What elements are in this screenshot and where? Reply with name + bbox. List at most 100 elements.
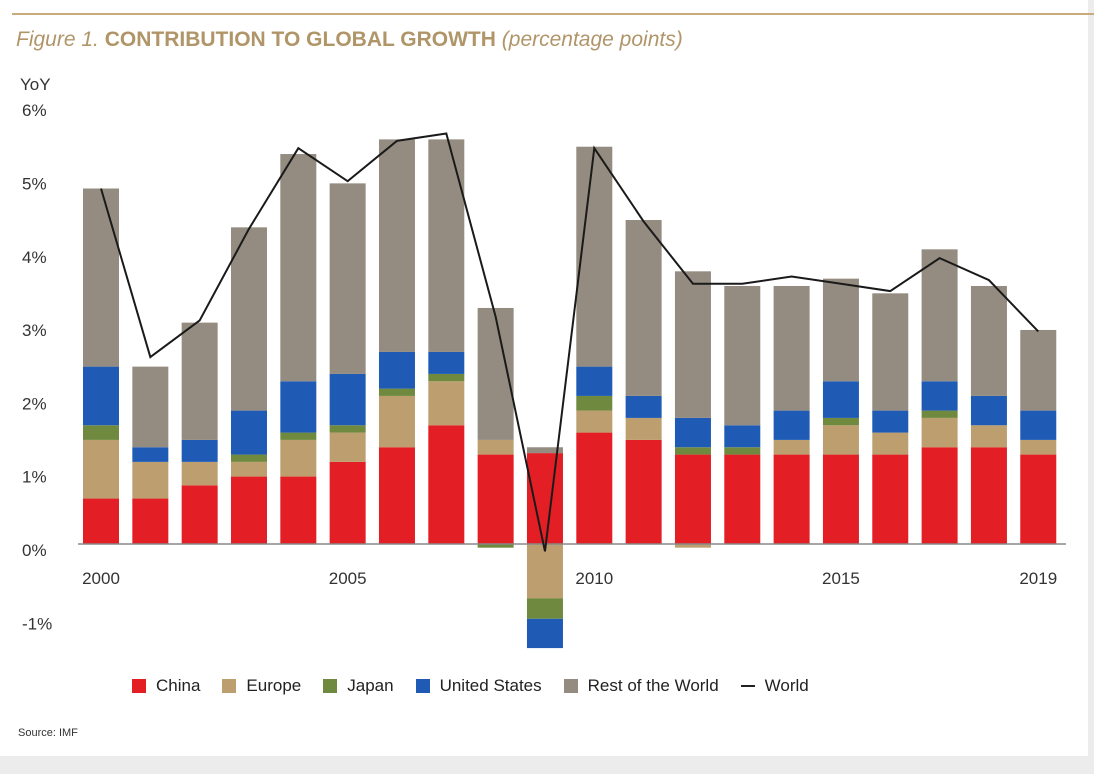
bar-segment-japan <box>329 425 366 433</box>
x-tick-label: 2000 <box>82 569 120 588</box>
legend-swatch <box>415 679 430 693</box>
bar-segment-europe <box>428 381 465 426</box>
legend-label: United States <box>439 676 542 695</box>
bar-segment-rest-of-the-world <box>724 285 761 426</box>
world-line <box>100 132 1039 552</box>
bar-segment-japan <box>576 395 613 411</box>
legend-line-icon <box>740 685 755 687</box>
bar-segment-rest-of-the-world <box>674 271 711 418</box>
bar-segment-united-states <box>378 351 415 389</box>
y-tick-label: 6% <box>22 101 47 120</box>
source-note: Source: IMF <box>18 727 78 739</box>
bar-segment-china <box>329 461 366 544</box>
legend-swatch <box>323 679 338 693</box>
bar-segment-united-states <box>970 395 1007 426</box>
bar-segment-china <box>526 453 563 544</box>
legend-label: Rest of the World <box>587 676 719 695</box>
bar-segment-japan <box>724 447 761 455</box>
legend-item: Japan <box>323 676 394 696</box>
bar-segment-rest-of-the-world <box>970 285 1007 396</box>
bar-segment-china <box>428 425 465 544</box>
bar-segment-rest-of-the-world <box>378 139 415 352</box>
legend-swatch <box>132 679 146 693</box>
bar-segment-europe <box>625 417 662 440</box>
y-tick-label: 3% <box>22 321 47 340</box>
bar-segment-china <box>378 447 415 544</box>
bar-segment-united-states <box>181 439 218 462</box>
bar-segment-china <box>83 498 119 544</box>
bar-segment-china <box>872 454 909 544</box>
bar-segment-europe <box>1020 439 1057 455</box>
bar-segment-united-states <box>674 417 711 448</box>
x-tick-label: 2010 <box>575 569 613 588</box>
y-tick-label: 1% <box>22 468 47 487</box>
bar-segment-china <box>625 439 662 544</box>
bar-segment-rest-of-the-world <box>921 249 958 382</box>
legend-swatch <box>222 679 237 693</box>
bar-segment-rest-of-the-world <box>83 188 119 367</box>
bar-segment-china <box>773 454 810 544</box>
bar-segment-japan <box>822 417 859 426</box>
bar-segment-united-states <box>526 618 563 649</box>
bar-segment-europe <box>83 439 119 499</box>
bar-segment-europe <box>773 439 810 455</box>
bar-segment-rest-of-the-world <box>181 322 218 440</box>
bar-segment-europe <box>132 461 169 499</box>
bar-segment-europe <box>576 410 613 433</box>
y-tick-label: 4% <box>22 248 47 267</box>
figure-title: Figure 1. CONTRIBUTION TO GLOBAL GROWTH … <box>16 28 683 52</box>
bar-segment-united-states <box>329 373 366 426</box>
bar-segment-europe <box>378 395 415 448</box>
legend-item: United States <box>415 676 542 696</box>
bar-segment-japan <box>280 432 317 440</box>
figure-main-title: CONTRIBUTION TO GLOBAL GROWTH <box>104 28 496 51</box>
figure-unit: (percentage points) <box>501 28 683 51</box>
bar-segment-rest-of-the-world <box>576 146 613 367</box>
bar-segment-europe <box>674 544 711 548</box>
bar-segment-united-states <box>773 410 810 440</box>
bar-segment-japan <box>674 447 711 455</box>
bar-segment-united-states <box>230 410 267 455</box>
bar-segment-china <box>576 432 613 544</box>
legend-label: Japan <box>347 676 394 695</box>
bar-segment-europe <box>872 432 909 455</box>
bar-segment-japan <box>378 388 415 396</box>
bar-segment-united-states <box>132 447 169 462</box>
top-rule <box>12 13 1094 15</box>
bar-segment-europe <box>230 461 267 477</box>
x-tick-label: 2005 <box>329 569 367 588</box>
bar-segment-china <box>921 447 958 544</box>
bar-segment-rest-of-the-world <box>625 220 662 396</box>
bar-segment-china <box>181 485 218 544</box>
bar-segment-europe <box>329 432 366 462</box>
bar-segment-china <box>724 454 761 544</box>
bar-segment-china <box>132 498 169 544</box>
bar-segment-china <box>280 476 317 544</box>
bar-segment-japan <box>83 425 119 440</box>
figure-number: Figure 1. <box>16 28 99 51</box>
bar-segment-united-states <box>428 351 465 374</box>
bar-segment-united-states <box>625 395 662 418</box>
y-tick-label: 2% <box>22 394 47 413</box>
bar-segment-united-states <box>921 381 958 411</box>
bar-segment-rest-of-the-world <box>230 227 267 411</box>
y-tick-label: -1% <box>22 614 52 633</box>
bar-segment-europe <box>526 544 563 599</box>
bar-segment-europe <box>921 417 958 448</box>
legend-item-world: World <box>740 676 809 696</box>
bar-segment-rest-of-the-world <box>526 447 563 454</box>
bar-segment-japan <box>428 373 465 382</box>
y-tick-label: 0% <box>22 541 47 560</box>
legend-swatch <box>563 679 578 693</box>
bar-segment-japan <box>477 544 514 548</box>
bar-segment-europe <box>280 439 317 477</box>
bar-segment-japan <box>230 454 267 462</box>
bar-segment-europe <box>822 425 859 455</box>
bar-segment-china <box>822 454 859 544</box>
bar-segment-europe <box>181 461 218 486</box>
bar-segment-rest-of-the-world <box>773 285 810 411</box>
y-tick-label: 5% <box>22 175 47 194</box>
bar-segment-japan <box>921 410 958 418</box>
legend-label: World <box>764 676 809 695</box>
bar-segment-china <box>674 454 711 544</box>
